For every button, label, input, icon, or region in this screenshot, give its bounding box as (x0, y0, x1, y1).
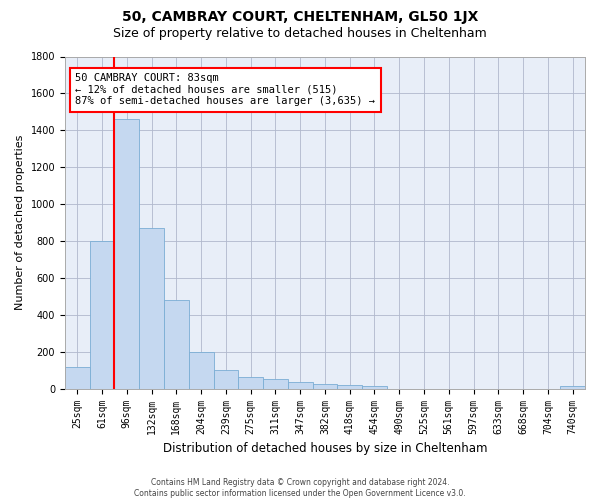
Bar (164, 300, 189, 388)
Bar (214, 370, 238, 388)
Text: Contains HM Land Registry data © Crown copyright and database right 2024.
Contai: Contains HM Land Registry data © Crown c… (134, 478, 466, 498)
Bar (89, 241, 115, 388)
Bar (65, 366, 89, 388)
Text: 50, CAMBRAY COURT, CHELTENHAM, GL50 1JX: 50, CAMBRAY COURT, CHELTENHAM, GL50 1JX (122, 10, 478, 24)
Text: Size of property relative to detached houses in Cheltenham: Size of property relative to detached ho… (113, 28, 487, 40)
Bar (337, 385, 362, 388)
Text: 50 CAMBRAY COURT: 83sqm
← 12% of detached houses are smaller (515)
87% of semi-d: 50 CAMBRAY COURT: 83sqm ← 12% of detache… (76, 73, 376, 106)
Bar (313, 384, 337, 388)
Bar (189, 352, 214, 389)
Y-axis label: Number of detached properties: Number of detached properties (15, 135, 25, 310)
Bar (139, 228, 164, 388)
Bar (560, 386, 585, 388)
Bar (238, 376, 263, 388)
X-axis label: Distribution of detached houses by size in Cheltenham: Distribution of detached houses by size … (163, 442, 487, 455)
Bar (288, 382, 313, 388)
Bar (263, 380, 288, 388)
Bar (115, 119, 139, 388)
Bar (362, 386, 387, 388)
